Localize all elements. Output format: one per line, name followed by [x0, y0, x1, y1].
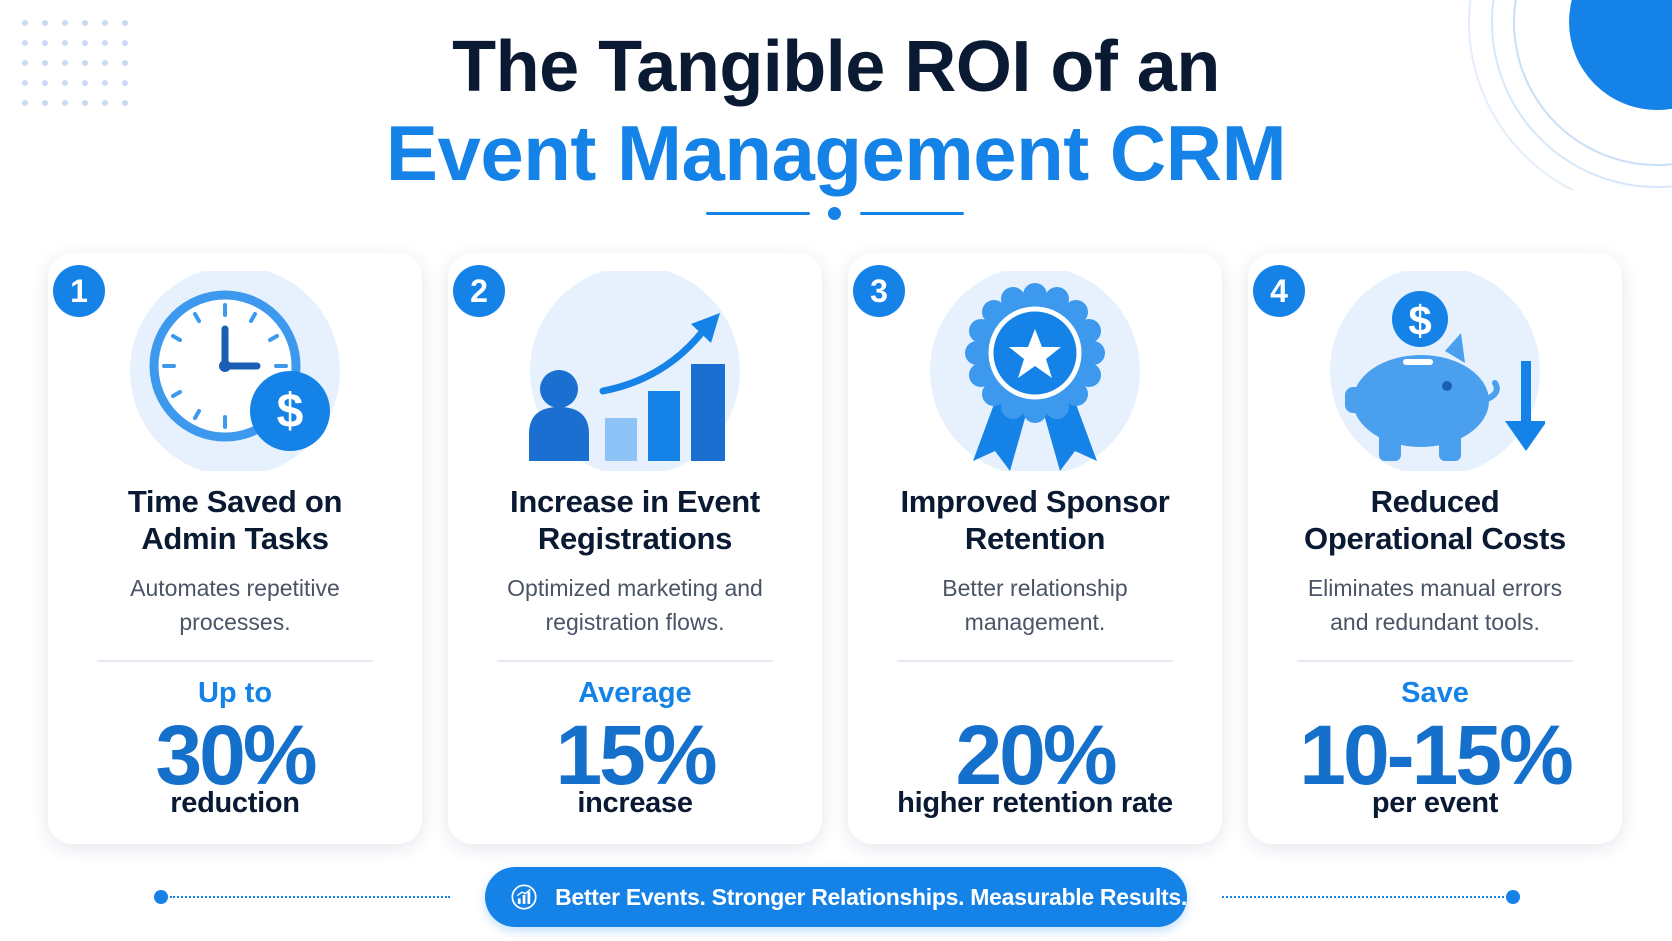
- svg-text:$: $: [1408, 297, 1431, 344]
- card-title: Reduced Operational Costs: [1304, 484, 1566, 556]
- stat-value: 30%: [155, 708, 317, 802]
- award-ribbon-icon: [925, 266, 1145, 476]
- decorative-dot: [122, 100, 128, 106]
- card-description: Eliminates manual errors and redundant t…: [1307, 575, 1563, 635]
- title-divider: [706, 206, 964, 220]
- decorative-dot: [42, 100, 48, 106]
- bar-chart-icon: [511, 884, 537, 910]
- decorative-dot: [42, 20, 48, 26]
- stat-suffix: reduction: [170, 787, 300, 819]
- footer-right-dotted-line: [1222, 896, 1508, 900]
- card-divider: [497, 660, 773, 662]
- decorative-dot: [62, 20, 68, 26]
- roi-card-2: Increase in Event Registrations Optimize…: [448, 253, 822, 844]
- decorative-dot: [42, 80, 48, 86]
- decorative-dot: [102, 40, 108, 46]
- stat-prefix: Save: [1401, 677, 1469, 709]
- decorative-dot: [22, 40, 28, 46]
- decorative-dot: [102, 80, 108, 86]
- stat-suffix: higher retention rate: [897, 787, 1173, 819]
- stat-value: 15%: [555, 708, 717, 802]
- decorative-dot: [22, 20, 28, 26]
- growth-chart-icon: [525, 266, 745, 476]
- decorative-dot: [62, 60, 68, 66]
- page-title-line-2: Event Management CRM: [385, 109, 1287, 197]
- card-title: Time Saved on Admin Tasks: [127, 484, 343, 556]
- card-divider: [1297, 660, 1573, 662]
- decorative-dot: [62, 40, 68, 46]
- decorative-dot: [102, 60, 108, 66]
- svg-text:$: $: [277, 385, 304, 438]
- card-title: Improved Sponsor Retention: [900, 484, 1170, 556]
- roi-card-1: $ Time Saved on Admin Tasks Automates re…: [48, 253, 422, 844]
- page-title-line-1: The Tangible ROI of an: [452, 27, 1220, 107]
- decorative-dot: [122, 60, 128, 66]
- decorative-dot: [82, 80, 88, 86]
- clock-dollar-icon: $: [125, 266, 345, 476]
- roi-card-4: $ Reduced Operational Costs Eliminates m…: [1248, 253, 1622, 844]
- decorative-dot: [122, 20, 128, 26]
- stat-suffix: increase: [577, 787, 693, 819]
- decorative-dot: [62, 100, 68, 106]
- card-description: Optimized marketing and registration flo…: [507, 575, 763, 635]
- decorative-dot: [102, 20, 108, 26]
- decorative-dot: [42, 40, 48, 46]
- decorative-dot: [102, 100, 108, 106]
- decorative-dot: [22, 60, 28, 66]
- card-divider: [97, 660, 373, 662]
- stat-suffix: per event: [1371, 787, 1499, 819]
- decorative-dot: [122, 40, 128, 46]
- card-number-badge-2: 2: [453, 265, 505, 317]
- card-description: Better relationship management.: [942, 575, 1128, 635]
- decorative-dot: [22, 100, 28, 106]
- decorative-dot: [122, 80, 128, 86]
- decorative-dot: [82, 20, 88, 26]
- footer-tagline-banner: Better Events. Stronger Relationships. M…: [485, 867, 1187, 927]
- decorative-dot: [82, 100, 88, 106]
- footer-right-dot: [1506, 890, 1520, 904]
- decorative-dot: [22, 80, 28, 86]
- stat-prefix: Average: [578, 677, 692, 709]
- decorative-dot: [62, 80, 68, 86]
- decorative-dot: [82, 40, 88, 46]
- card-number-badge-4: 4: [1253, 265, 1305, 317]
- stat-value: 20%: [955, 708, 1117, 802]
- decorative-dot-grid: [22, 20, 147, 120]
- decorative-dot: [42, 60, 48, 66]
- decorative-corner-circles: [1468, 0, 1672, 190]
- stat-prefix: Up to: [197, 677, 273, 709]
- decorative-dot: [82, 60, 88, 66]
- card-number-badge-1: 1: [53, 265, 105, 317]
- roi-card-3: Improved Sponsor Retention Better relati…: [848, 253, 1222, 844]
- piggy-bank-icon: $: [1325, 266, 1547, 476]
- card-description: Automates repetitive processes.: [130, 575, 340, 635]
- stat-value: 10-15%: [1299, 708, 1574, 802]
- footer-left-dotted-line: [170, 896, 450, 900]
- footer-left-dot: [154, 890, 168, 904]
- footer-tagline: Better Events. Stronger Relationships. M…: [555, 883, 1187, 910]
- card-number-badge-3: 3: [853, 265, 905, 317]
- card-title: Increase in Event Registrations: [510, 484, 760, 556]
- card-divider: [897, 660, 1173, 662]
